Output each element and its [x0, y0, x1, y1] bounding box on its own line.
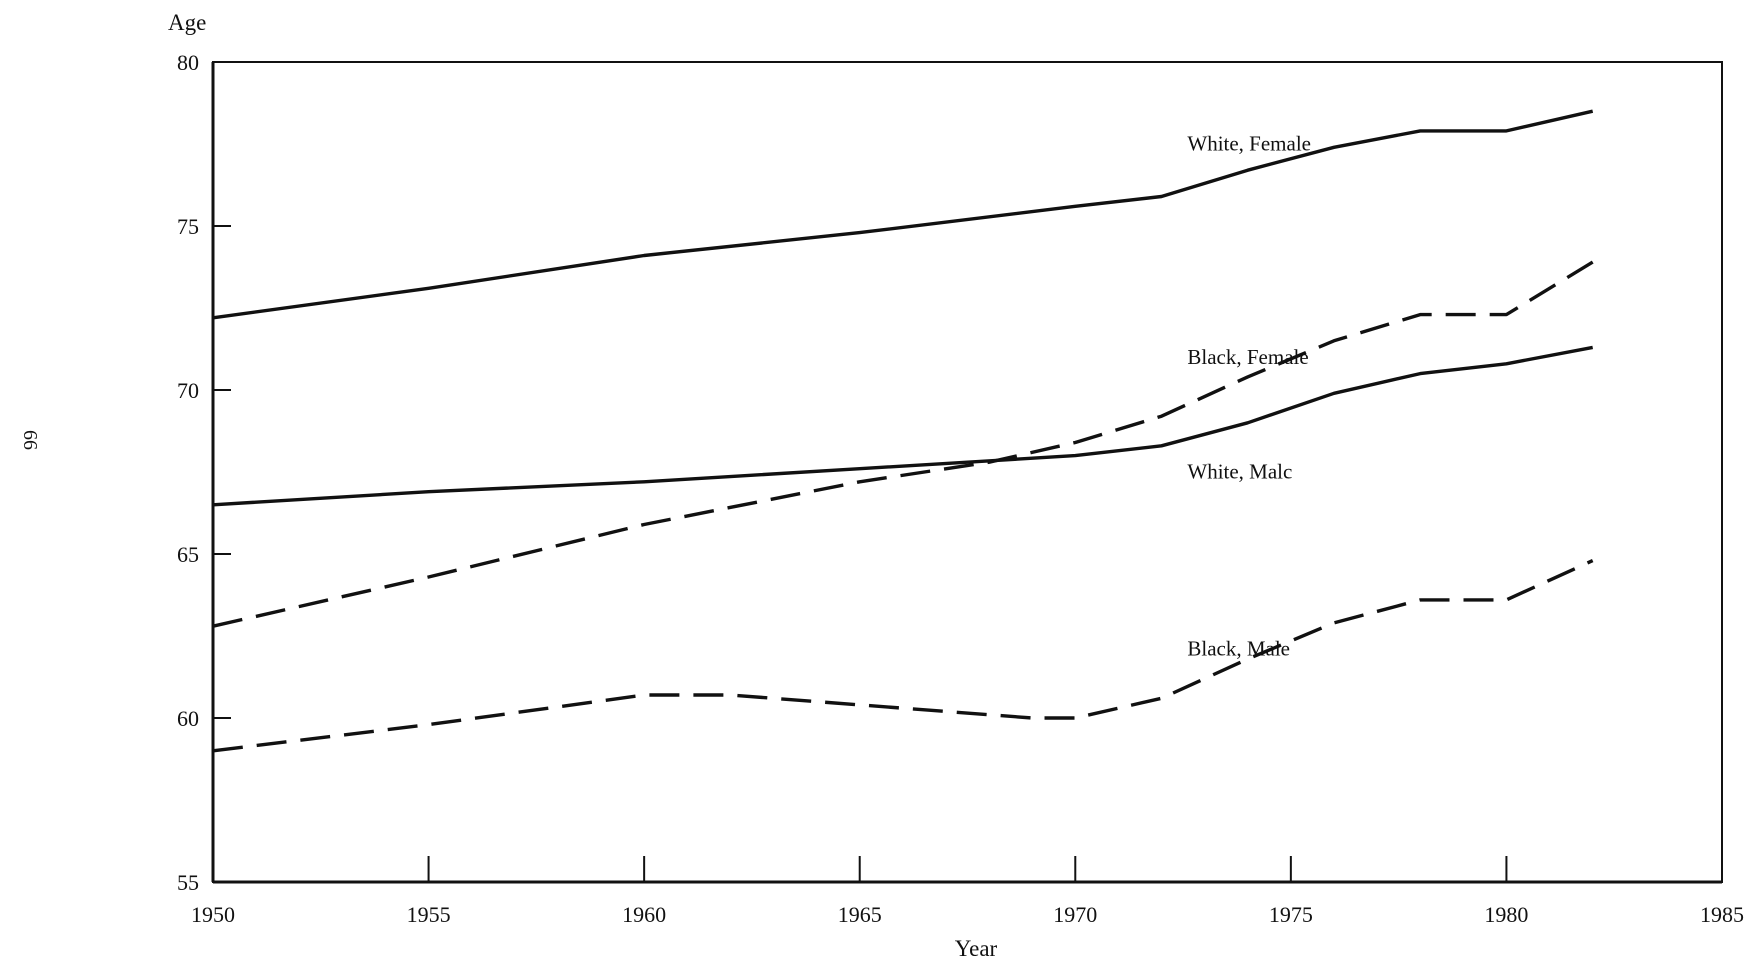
x-tick-label: 1960 — [622, 902, 666, 927]
y-tick-label: 70 — [177, 378, 199, 403]
y-tick-label: 55 — [177, 870, 199, 895]
series-label: White, Malc — [1187, 460, 1292, 484]
series-line — [212, 559, 1594, 753]
y-ticks: 55 60 65 70 75 80 — [177, 50, 231, 895]
page-number: 66 — [19, 430, 41, 450]
series-label: White, Female — [1187, 132, 1311, 156]
x-tick-label: 1950 — [191, 902, 235, 927]
y-tick-label: 60 — [177, 706, 199, 731]
series-line — [212, 260, 1594, 628]
x-tick-label: 1965 — [838, 902, 882, 927]
series-label: Black, Male — [1187, 637, 1290, 661]
series-line — [212, 345, 1594, 507]
series-label: Black, Female — [1187, 345, 1308, 369]
series-line — [212, 109, 1594, 320]
x-tick-label: 1975 — [1269, 902, 1313, 927]
y-tick-label: 65 — [177, 542, 199, 567]
y-axis-title: Age — [168, 10, 206, 35]
y-tick-label: 80 — [177, 50, 199, 75]
series-layer — [212, 109, 1594, 753]
x-tick-label: 1955 — [407, 902, 451, 927]
x-ticks: 1950 1955 1960 1965 1970 1975 1980 1985 — [191, 856, 1744, 927]
x-tick-label: 1970 — [1053, 902, 1097, 927]
label-layer: White, Female Black, Female White, Malc Bla… — [1187, 132, 1311, 661]
plot-frame — [212, 61, 1723, 883]
x-tick-label: 1985 — [1700, 902, 1744, 927]
x-axis-title: Year — [955, 936, 998, 961]
x-tick-label: 1980 — [1484, 902, 1528, 927]
y-tick-label: 75 — [177, 214, 199, 239]
